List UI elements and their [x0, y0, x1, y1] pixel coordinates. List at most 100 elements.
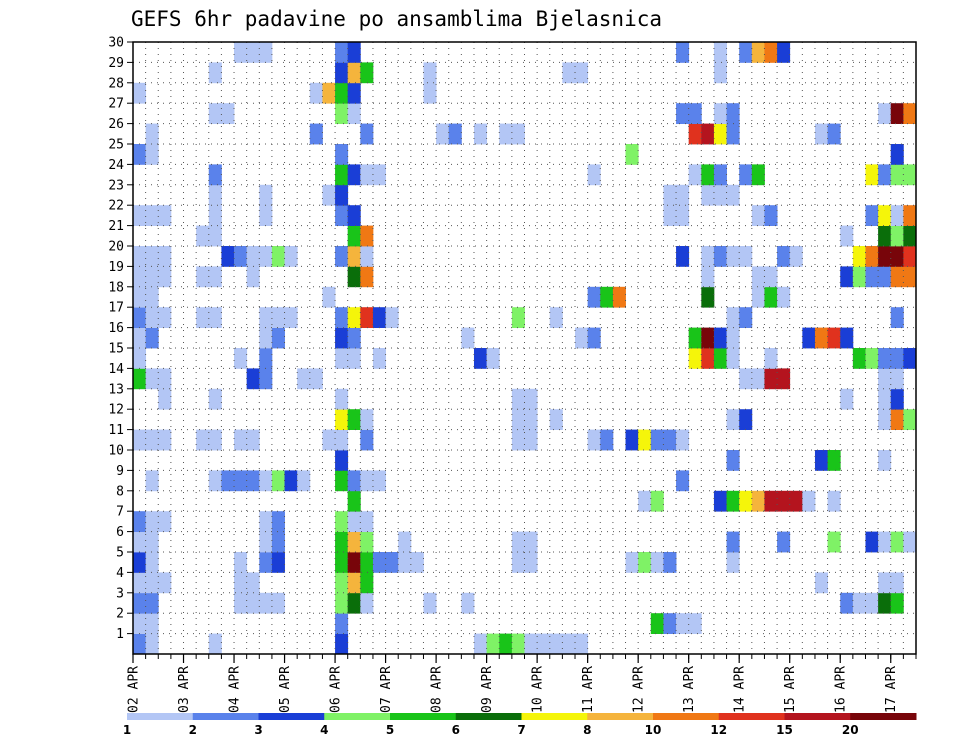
- precip-cell: [701, 286, 715, 308]
- y-tick-label: 4: [116, 566, 124, 581]
- precip-cell: [751, 205, 765, 226]
- precip-cell: [777, 286, 791, 308]
- precip-cell: [676, 42, 690, 63]
- precip-cell: [524, 531, 538, 553]
- precip-cell: [852, 348, 866, 369]
- precip-cell: [701, 266, 715, 288]
- precip-cell: [335, 388, 349, 410]
- precip-cell: [145, 368, 159, 390]
- precip-cell: [208, 184, 222, 206]
- precip-cell: [751, 164, 765, 186]
- precip-cell: [335, 144, 349, 165]
- precip-cell: [335, 633, 349, 655]
- precip-cell: [196, 307, 210, 328]
- precip-cell: [663, 429, 677, 451]
- precip-cell: [133, 348, 147, 369]
- precip-cell: [208, 164, 222, 186]
- precip-cell: [713, 42, 727, 63]
- precip-cell: [777, 246, 791, 267]
- precip-cell: [739, 368, 753, 390]
- y-tick-label: 25: [108, 138, 124, 153]
- precip-cell: [259, 205, 273, 226]
- precip-cell: [309, 368, 323, 390]
- precip-cell: [347, 225, 361, 247]
- precip-cell: [259, 327, 273, 349]
- precip-cell: [297, 470, 311, 492]
- precip-cell: [549, 409, 563, 430]
- precip-cell: [827, 490, 841, 512]
- precip-cell: [347, 205, 361, 226]
- precip-cell: [827, 531, 841, 553]
- precip-cell: [688, 613, 702, 634]
- precip-cell: [234, 572, 248, 594]
- precip-cell: [259, 348, 273, 369]
- y-tick-label: 18: [108, 280, 124, 295]
- precip-cell: [688, 348, 702, 369]
- precip-cell: [903, 164, 917, 186]
- precip-cell: [208, 103, 222, 124]
- precip-cell: [878, 409, 892, 430]
- precip-cell: [587, 429, 601, 451]
- precip-cell: [524, 633, 538, 655]
- precip-cell: [865, 592, 879, 614]
- precip-cell: [284, 307, 298, 328]
- legend-label: 2: [189, 723, 197, 737]
- y-tick-label: 28: [108, 76, 124, 91]
- precip-cell: [511, 307, 525, 328]
- precip-cell: [890, 225, 904, 247]
- precip-cell: [562, 633, 576, 655]
- precip-cell: [347, 552, 361, 573]
- precip-cell: [726, 184, 740, 206]
- precip-cell: [360, 225, 374, 247]
- x-tick-label: 08 APR: [430, 666, 445, 713]
- precip-cell: [587, 327, 601, 349]
- legend-label: 20: [842, 723, 859, 737]
- precip-cell: [676, 103, 690, 124]
- y-tick-label: 12: [108, 403, 124, 418]
- legend-label: 8: [583, 723, 591, 737]
- precip-cell: [284, 246, 298, 267]
- y-tick-label: 3: [116, 586, 124, 601]
- precip-cell: [890, 409, 904, 430]
- precip-cell: [713, 184, 727, 206]
- precip-cell: [322, 429, 336, 451]
- precip-cell: [486, 348, 500, 369]
- legend-label: 12: [710, 723, 727, 737]
- precip-cell: [890, 388, 904, 410]
- precip-cell: [196, 266, 210, 288]
- precip-cell: [511, 123, 525, 145]
- precip-cell: [865, 266, 879, 288]
- precip-cell: [511, 409, 525, 430]
- precip-cell: [335, 205, 349, 226]
- precip-cell: [524, 429, 538, 451]
- precip-cell: [511, 633, 525, 655]
- legend-label: 1: [123, 723, 131, 737]
- y-tick-label: 21: [108, 219, 124, 234]
- precip-cell: [814, 572, 828, 594]
- y-tick-label: 24: [108, 158, 124, 173]
- legend-swatch: [653, 713, 720, 720]
- precip-cell: [360, 511, 374, 532]
- precip-cell: [852, 246, 866, 267]
- precip-cell: [575, 633, 589, 655]
- precip-cell: [890, 531, 904, 553]
- precip-cell: [360, 307, 374, 328]
- precip-cell: [372, 470, 386, 492]
- precip-cell: [259, 307, 273, 328]
- precip-cell: [865, 531, 879, 553]
- precip-cell: [638, 552, 652, 573]
- x-tick-label: 15 APR: [783, 666, 798, 713]
- precip-cell: [764, 368, 778, 390]
- precip-cell: [158, 388, 172, 410]
- precip-cell: [663, 552, 677, 573]
- precip-cell: [335, 572, 349, 594]
- precip-cell: [133, 307, 147, 328]
- legend-label: 4: [320, 723, 328, 737]
- legend-swatch: [258, 713, 325, 720]
- precip-cell: [903, 348, 917, 369]
- precip-cell: [208, 307, 222, 328]
- precip-cell: [903, 246, 917, 267]
- precip-cell: [360, 246, 374, 267]
- y-tick-label: 19: [108, 260, 124, 275]
- precip-cell: [347, 511, 361, 532]
